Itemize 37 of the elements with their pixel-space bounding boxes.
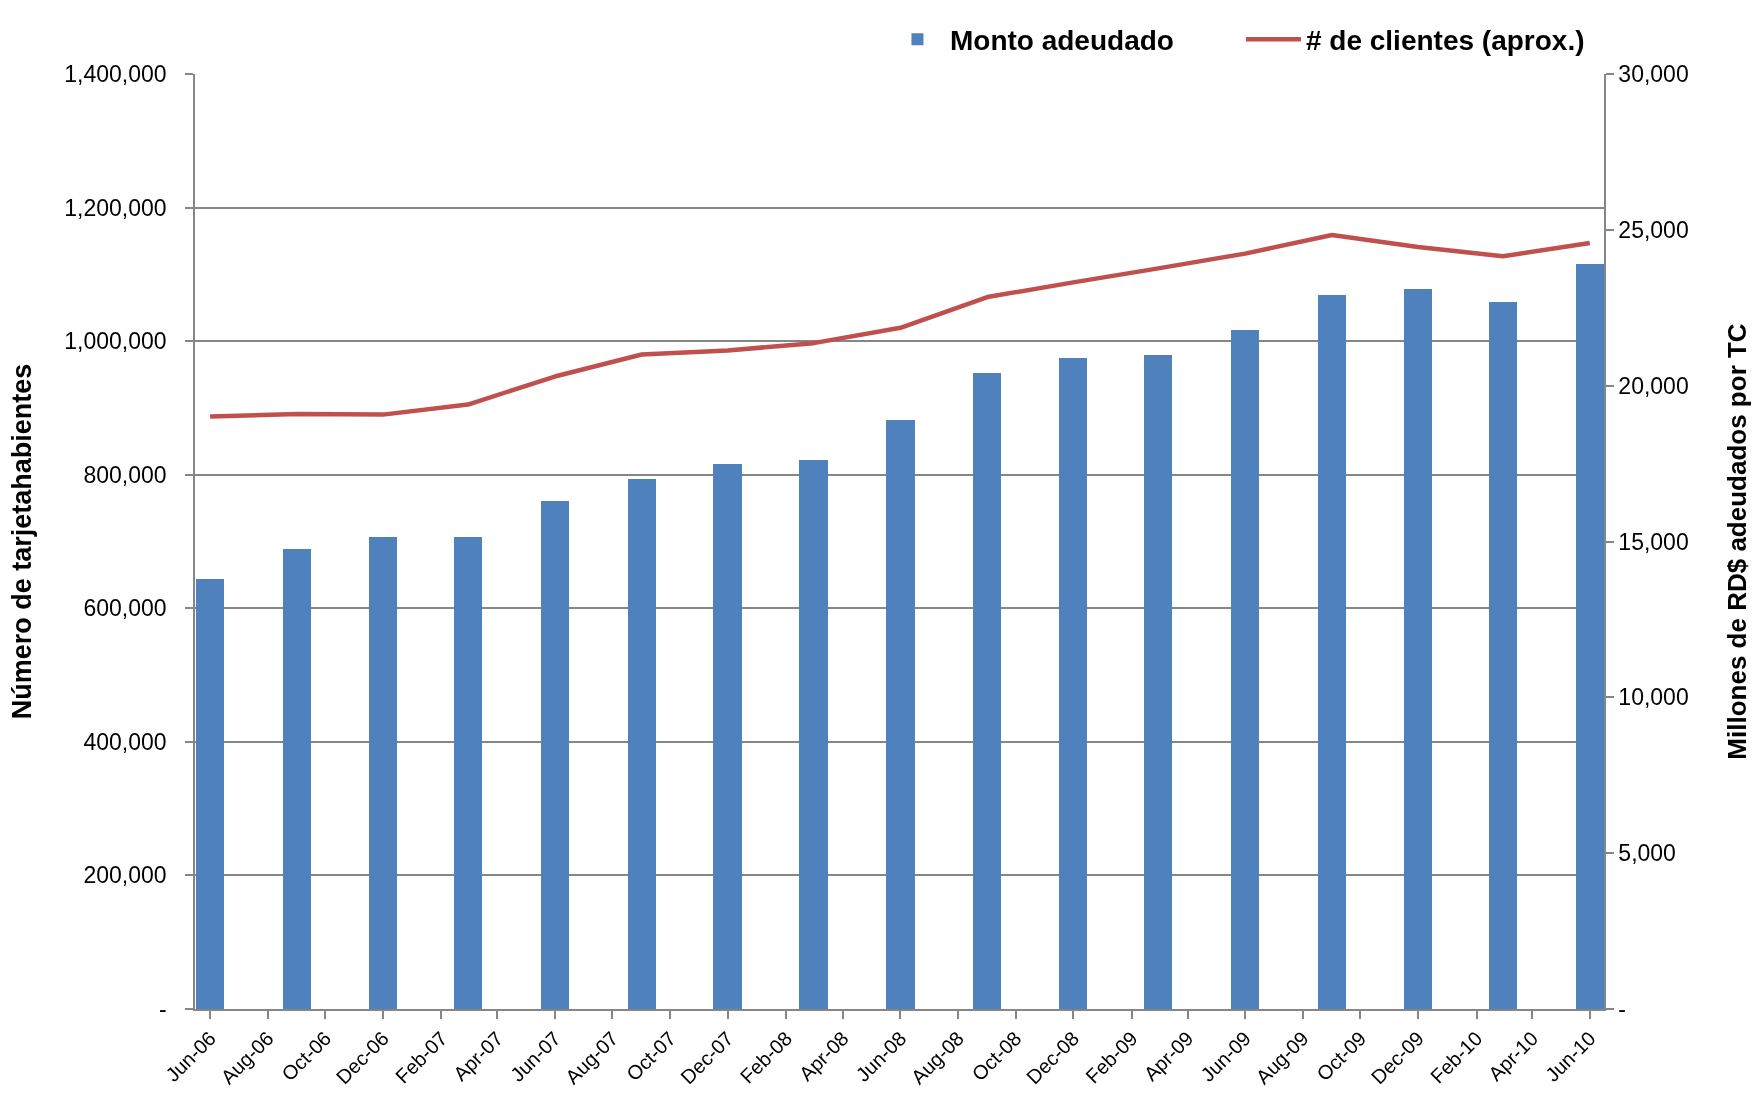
- y2-tick-label: 25,000: [1618, 216, 1689, 243]
- y-tick-label: 200,000: [83, 862, 167, 889]
- bar: [886, 420, 915, 1009]
- bar: [628, 479, 656, 1009]
- bar: [1404, 289, 1432, 1009]
- bar: [1231, 330, 1259, 1009]
- y-tick-label: 600,000: [83, 595, 167, 622]
- y-tick-label: 1,400,000: [64, 61, 167, 88]
- line-series: [207, 232, 1593, 419]
- y2-axis-title: Millones de RD$ adeudados por TC: [1721, 323, 1752, 760]
- y2-tick-label: 10,000: [1618, 684, 1689, 711]
- y2-tick-label: 30,000: [1618, 61, 1689, 88]
- legend-label: # de clientes (aprox.): [1305, 25, 1585, 57]
- y-tick-label: 1,200,000: [64, 194, 167, 221]
- y2-tick-label: -: [1618, 996, 1627, 1023]
- bar: [283, 549, 311, 1009]
- bar: [454, 537, 482, 1009]
- y-tick-label: 1,000,000: [64, 328, 167, 355]
- legend-label: Monto adeudado: [949, 25, 1174, 57]
- bar: [541, 501, 569, 1009]
- bar: [799, 460, 828, 1009]
- y-axis-title: Número de tarjetahabientes: [6, 363, 37, 720]
- y2-tick-label: 15,000: [1618, 528, 1689, 555]
- bar: [196, 579, 224, 1009]
- bar: [1576, 264, 1604, 1009]
- bar: [1489, 302, 1517, 1009]
- y-tick-label: 400,000: [83, 728, 167, 755]
- bar: [369, 537, 397, 1009]
- bar: [713, 464, 742, 1009]
- bar: [1318, 295, 1346, 1009]
- y2-tick-label: 5,000: [1618, 840, 1676, 867]
- y2-tick-label: 20,000: [1618, 372, 1689, 399]
- bar: [973, 373, 1001, 1009]
- bar: [1059, 358, 1087, 1009]
- y-tick-label: -: [158, 996, 167, 1023]
- y-tick-label: 800,000: [83, 461, 167, 488]
- bar: [1144, 355, 1172, 1009]
